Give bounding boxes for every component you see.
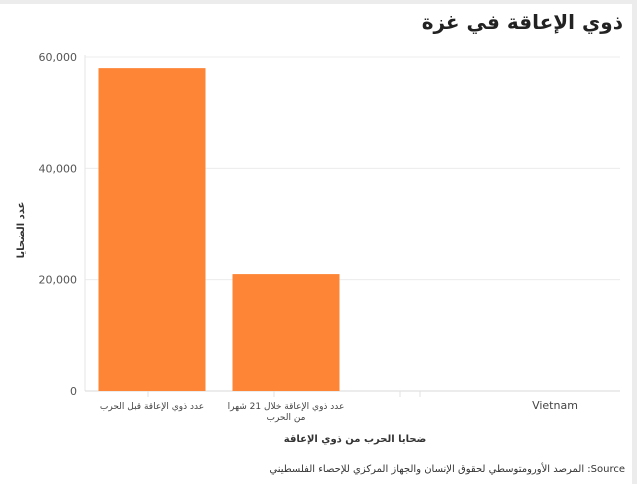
y-tick-label: 20,000 <box>39 274 78 287</box>
y-tick-label: 40,000 <box>39 162 78 175</box>
y-tick-label: 0 <box>70 385 77 398</box>
source-note: المرصد الأورومتوسطي لحقوق الإنسان والجها… <box>269 464 625 475</box>
x-tick-label: عدد ذوي الإعاقة قبل الحرب <box>100 402 204 412</box>
x-tick-label: من الحرب <box>266 413 305 423</box>
right-border <box>632 0 637 484</box>
x-axis-label: ضحايا الحرب من ذوي الإعاقة <box>284 434 427 445</box>
x-tick-label: Vietnam <box>532 399 578 412</box>
top-border <box>0 0 637 4</box>
bar <box>232 274 340 391</box>
chart-title: ذوي الإعاقة في غزة <box>421 10 623 34</box>
x-tick-label: عدد ذوي الإعاقة خلال 21 شهرا <box>228 402 345 412</box>
y-tick-label: 60,000 <box>39 51 78 64</box>
bar <box>98 68 206 391</box>
y-axis-label: عدد الضحايا <box>16 202 27 259</box>
